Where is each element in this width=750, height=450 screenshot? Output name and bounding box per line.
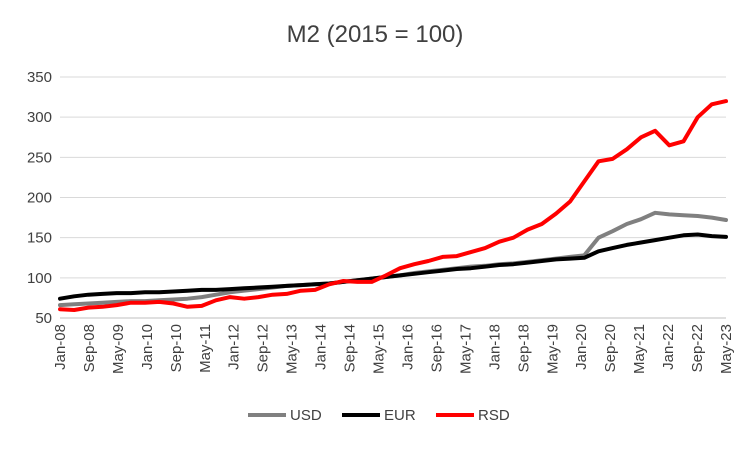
y-tick-label: 200 bbox=[27, 190, 52, 207]
x-tick-label: May-19 bbox=[544, 324, 561, 374]
x-tick-label: May-23 bbox=[718, 324, 735, 374]
x-tick-label: May-13 bbox=[284, 324, 301, 374]
legend-label-eur: EUR bbox=[384, 407, 416, 424]
x-tick-label: Sep-18 bbox=[515, 324, 532, 372]
x-tick-label: Sep-16 bbox=[428, 324, 445, 372]
x-tick-label: Jan-22 bbox=[660, 324, 677, 370]
x-axis-tick-labels: Jan-08 Sep-08 May-09 Jan-10 Sep-10 May-11 Jan-… bbox=[52, 324, 735, 374]
legend: USD EUR RSD bbox=[248, 407, 510, 424]
x-tick-label: Sep-22 bbox=[689, 324, 706, 372]
chart-title: M2 (2015 = 100) bbox=[287, 21, 464, 48]
x-tick-label: May-15 bbox=[371, 324, 388, 374]
y-tick-label: 150 bbox=[27, 230, 52, 247]
x-tick-label: May-09 bbox=[110, 324, 127, 374]
x-tick-label: Sep-08 bbox=[81, 324, 98, 372]
y-tick-label: 350 bbox=[27, 69, 52, 86]
x-tick-label: Sep-12 bbox=[255, 324, 272, 372]
x-tick-label: May-21 bbox=[631, 324, 648, 374]
x-tick-label: Jan-12 bbox=[226, 324, 243, 370]
x-tick-label: Jan-14 bbox=[313, 324, 330, 370]
y-tick-label: 300 bbox=[27, 109, 52, 126]
legend-label-usd: USD bbox=[290, 407, 322, 424]
y-tick-label: 250 bbox=[27, 149, 52, 166]
series-line-rsd bbox=[58, 99, 728, 312]
x-tick-label: May-11 bbox=[197, 324, 214, 373]
series-line-eur bbox=[58, 232, 728, 301]
x-tick-label: May-17 bbox=[457, 324, 474, 374]
series-lines bbox=[58, 99, 728, 312]
y-tick-label: 50 bbox=[35, 310, 52, 327]
legend-label-rsd: RSD bbox=[478, 407, 510, 424]
x-tick-label: Sep-10 bbox=[168, 324, 185, 372]
x-tick-label: Sep-20 bbox=[602, 324, 619, 372]
y-axis-tick-labels: 50 100 150 200 250 300 350 bbox=[27, 69, 52, 327]
x-tick-label: Jan-16 bbox=[399, 324, 416, 370]
gridlines bbox=[60, 76, 726, 279]
x-tick-label: Jan-08 bbox=[52, 324, 69, 370]
x-tick-label: Jan-20 bbox=[573, 324, 590, 370]
x-tick-label: Jan-10 bbox=[139, 324, 156, 370]
x-tick-label: Jan-18 bbox=[486, 324, 503, 370]
y-tick-label: 100 bbox=[27, 270, 52, 287]
x-tick-label: Sep-14 bbox=[342, 324, 359, 372]
